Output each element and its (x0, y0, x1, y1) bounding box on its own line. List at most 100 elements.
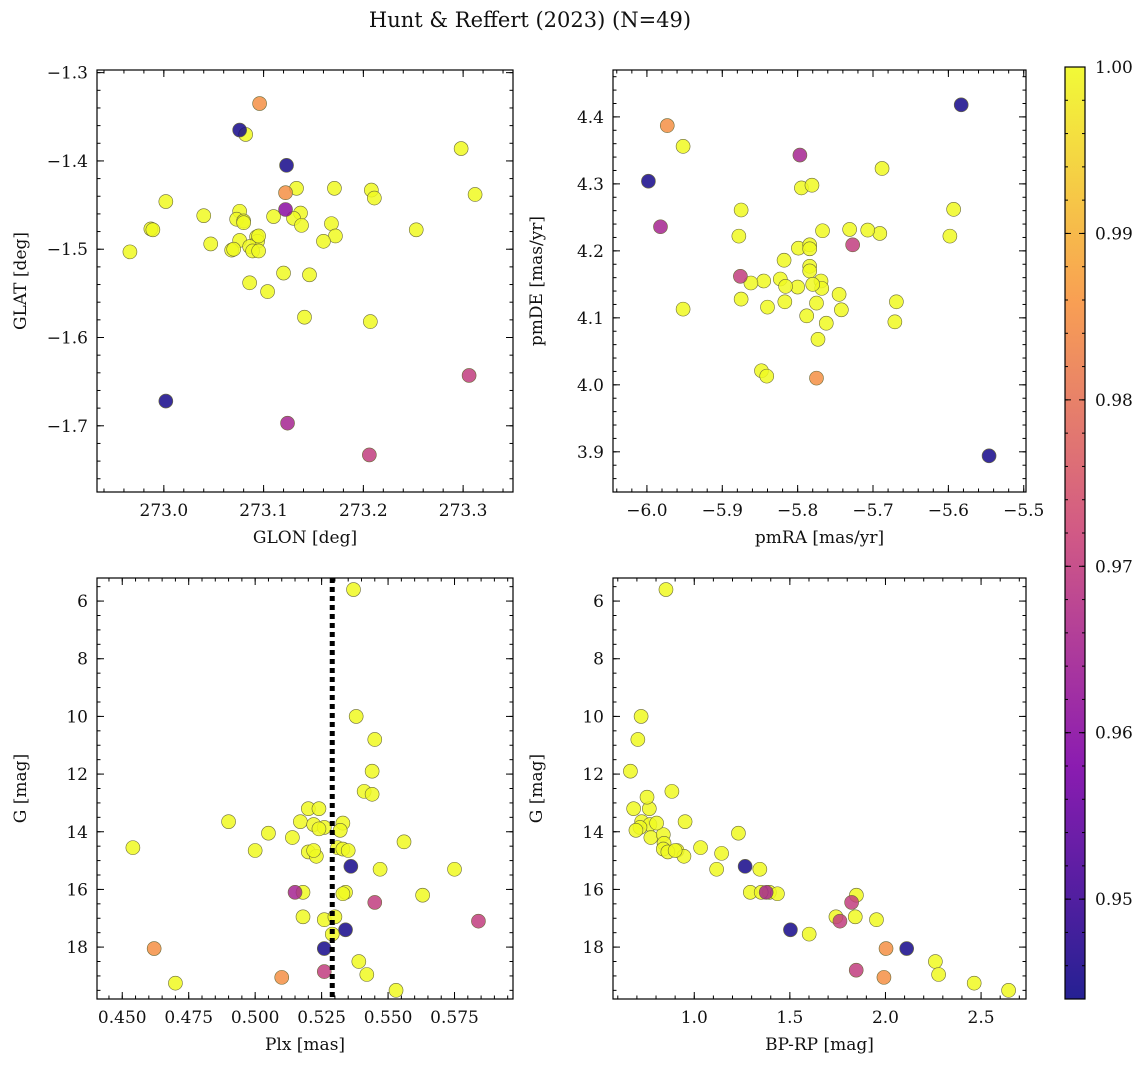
data-point (805, 277, 821, 292)
x-tick-label: −5.5 (1003, 501, 1044, 521)
plot-frame (96, 69, 514, 493)
y-tick-label: 4.4 (577, 108, 604, 128)
y-tick-label: 3.9 (577, 443, 604, 463)
data-point (158, 393, 174, 409)
data-point (842, 222, 857, 237)
y-tick-label: 6 (593, 592, 604, 612)
data-point (396, 834, 412, 850)
data-point (758, 885, 774, 900)
data-point (367, 732, 383, 747)
data-point (876, 970, 892, 985)
data-point (274, 970, 290, 985)
x-tick-label: 0.550 (364, 1008, 413, 1028)
data-point (733, 269, 748, 284)
data-point (316, 964, 332, 979)
colorbar-tick-label: 0.99 (1095, 224, 1133, 244)
data-point (293, 814, 308, 829)
colorbar-tick-label: 0.97 (1095, 557, 1133, 577)
x-tick-label: 0.450 (98, 1008, 147, 1028)
panel-1: 273.0 273.1 273.2 273.3 −1.3 −1.4 −1.5 −1.6 −1.7… (11, 64, 514, 548)
data-point (260, 284, 275, 299)
data-point (280, 415, 295, 431)
data-point (756, 273, 772, 289)
y-tick-label: 16 (66, 880, 88, 900)
x-tick-label: −6.0 (626, 501, 667, 521)
data-point (649, 815, 664, 831)
data-point (362, 447, 377, 463)
x-tick-label: 273.3 (439, 501, 488, 521)
data-point (834, 302, 849, 318)
data-point (677, 814, 693, 829)
y-tick-label: 12 (582, 765, 604, 785)
y-tick-label: 18 (582, 938, 604, 958)
data-point (278, 202, 293, 217)
data-point (743, 275, 759, 291)
data-point (874, 161, 890, 176)
y-tick-label: 8 (593, 650, 604, 670)
data-point (247, 843, 263, 858)
data-point (802, 241, 818, 257)
data-point (203, 236, 219, 252)
x-axis-label: Plx [mas] (265, 1035, 345, 1055)
x-tick-label: 1.5 (776, 1008, 803, 1028)
data-point (285, 830, 300, 845)
data-point (759, 368, 775, 384)
data-point (658, 582, 674, 597)
plot-frame (612, 69, 1027, 493)
data-point (125, 840, 141, 855)
data-point (158, 194, 174, 209)
data-point (295, 909, 311, 925)
data-point (931, 967, 946, 982)
x-axis-label: pmRA [mas/yr] (755, 528, 884, 548)
data-point (278, 185, 293, 201)
data-point (942, 228, 958, 244)
x-tick-label: −5.8 (777, 501, 818, 521)
data-point (332, 823, 348, 838)
y-axis-label: pmDE [mas/yr] (527, 216, 547, 346)
data-point (733, 291, 749, 307)
data-point (733, 202, 749, 218)
y-tick-label: 4.3 (577, 175, 604, 195)
x-tick-label: −5.9 (702, 501, 743, 521)
x-tick-label: 0.525 (297, 1008, 346, 1028)
data-point (899, 941, 914, 956)
data-point (388, 983, 404, 998)
y-axis-label: G [mag] (527, 754, 547, 823)
data-point (818, 315, 834, 331)
y-tick-label: −1.5 (47, 240, 88, 260)
data-point (461, 368, 477, 383)
y-tick-label: −1.7 (47, 417, 88, 437)
colorbar: 0.95 0.96 0.97 0.98 0.99 1.00 (1064, 58, 1133, 1000)
data-point (626, 801, 641, 816)
data-point (311, 821, 327, 837)
x-tick-label: 2.0 (872, 1008, 899, 1028)
data-point (367, 895, 383, 910)
data-point (928, 954, 943, 969)
data-point (327, 181, 342, 196)
data-point (251, 228, 266, 244)
y-tick-label: 6 (77, 592, 88, 612)
data-point (168, 975, 183, 991)
data-point (643, 830, 659, 845)
data-point (783, 922, 798, 938)
data-point (889, 294, 904, 310)
data-point (145, 222, 161, 238)
data-point (776, 252, 792, 268)
figure-title: Hunt & Reffert (2023) (N=49) (369, 8, 691, 32)
y-axis-label: GLAT [deg] (11, 232, 31, 330)
data-point (869, 912, 884, 928)
data-point (276, 265, 291, 281)
data-point (447, 861, 462, 877)
data-point (847, 909, 863, 925)
panels-group: 273.0 273.1 273.2 273.3 −1.3 −1.4 −1.5 −1.6 −1.7… (11, 64, 1044, 1055)
data-point (364, 763, 380, 779)
data-point (777, 294, 793, 310)
y-tick-label: 8 (77, 650, 88, 670)
data-point (731, 228, 747, 244)
data-point (367, 190, 382, 206)
data-point (196, 208, 212, 223)
data-point (346, 582, 361, 597)
data-point (981, 448, 997, 464)
x-tick-label: −5.7 (852, 501, 893, 521)
data-point (415, 887, 430, 903)
